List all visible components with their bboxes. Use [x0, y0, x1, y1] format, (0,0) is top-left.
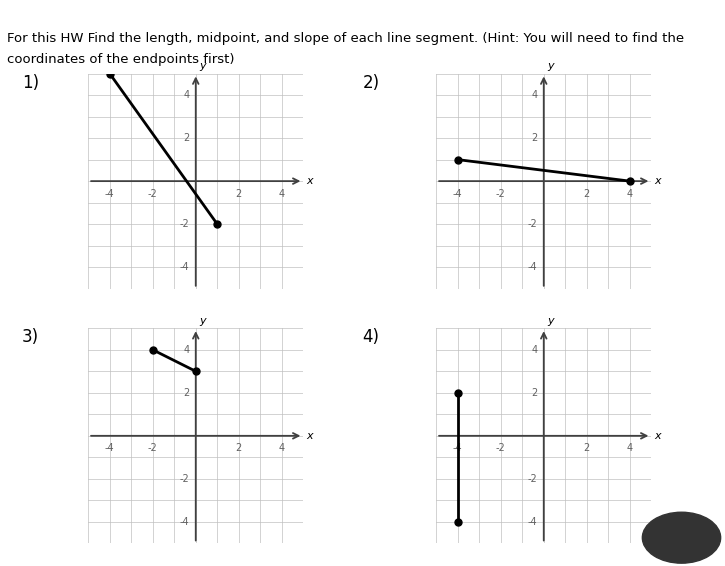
Text: -4: -4 [180, 517, 189, 527]
Text: x: x [655, 431, 661, 441]
Text: -4: -4 [180, 262, 189, 272]
Text: 4: 4 [626, 188, 633, 199]
Text: 2: 2 [584, 443, 590, 453]
Text: >: > [678, 528, 694, 547]
Text: 4: 4 [278, 188, 285, 199]
Text: -4: -4 [528, 262, 537, 272]
Text: -2: -2 [496, 188, 505, 199]
Text: -4: -4 [105, 443, 115, 453]
Text: 4: 4 [626, 443, 633, 453]
Text: -2: -2 [180, 474, 189, 484]
Text: 4: 4 [183, 90, 189, 100]
Text: 4: 4 [531, 90, 537, 100]
Text: 4): 4) [362, 328, 379, 346]
Text: y: y [199, 316, 206, 326]
Text: x: x [655, 176, 661, 186]
Circle shape [642, 512, 721, 563]
Text: -2: -2 [148, 443, 157, 453]
Text: y: y [199, 62, 206, 71]
Text: 2: 2 [531, 388, 537, 398]
Text: -2: -2 [148, 188, 157, 199]
Text: -2: -2 [528, 219, 537, 229]
Text: 3): 3) [22, 328, 39, 346]
Text: -4: -4 [105, 188, 115, 199]
Text: 2: 2 [236, 443, 242, 453]
Text: For this HW Find the length, midpoint, and slope of each line segment. (Hint: Yo: For this HW Find the length, midpoint, a… [7, 32, 684, 45]
Text: 4: 4 [278, 443, 285, 453]
Text: -4: -4 [528, 517, 537, 527]
Text: 4: 4 [183, 345, 189, 355]
Text: -2: -2 [528, 474, 537, 484]
Text: 2): 2) [362, 74, 380, 92]
Text: 2: 2 [183, 133, 189, 143]
Text: -2: -2 [180, 219, 189, 229]
Text: 2: 2 [236, 188, 242, 199]
Text: y: y [547, 316, 554, 326]
Text: y: y [547, 62, 554, 71]
Text: 1): 1) [22, 74, 39, 92]
Text: x: x [307, 176, 313, 186]
Text: 2: 2 [183, 388, 189, 398]
Text: coordinates of the endpoints first): coordinates of the endpoints first) [7, 53, 235, 66]
Text: -4: -4 [453, 443, 463, 453]
Text: x: x [307, 431, 313, 441]
Text: 2: 2 [584, 188, 590, 199]
Text: -4: -4 [453, 188, 463, 199]
Text: 2: 2 [531, 133, 537, 143]
Text: -2: -2 [496, 443, 505, 453]
Text: 4: 4 [531, 345, 537, 355]
